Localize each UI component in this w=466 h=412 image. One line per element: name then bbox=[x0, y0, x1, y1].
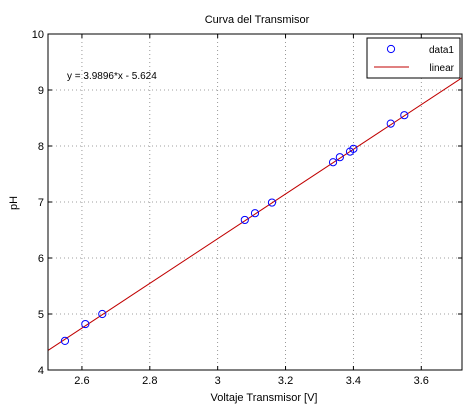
legend-label-data1: data1 bbox=[429, 45, 454, 56]
data-point bbox=[349, 144, 358, 153]
plot-area: 2.6 2.8 3 3.2 3.4 3.6 4 5 6 7 8 9 10 bbox=[32, 29, 463, 387]
x-tick-label: 2.8 bbox=[142, 375, 157, 387]
y-tick-label: 8 bbox=[38, 141, 44, 153]
legend: data1 linear bbox=[366, 37, 461, 79]
data-point bbox=[386, 119, 395, 128]
x-tick-label: 3.4 bbox=[346, 375, 361, 387]
data-point bbox=[328, 158, 338, 167]
data-point bbox=[250, 209, 260, 218]
data-point bbox=[98, 309, 107, 319]
x-tick-label: 3 bbox=[215, 375, 221, 387]
y-tick-label: 6 bbox=[38, 253, 44, 265]
fit-equation-annotation: y = 3.9896*x - 5.624 bbox=[67, 71, 157, 82]
data-point bbox=[60, 336, 70, 345]
y-tick-label: 9 bbox=[38, 85, 44, 97]
x-tick-label: 3.2 bbox=[278, 375, 293, 387]
y-tick-label: 5 bbox=[38, 309, 44, 321]
data-point bbox=[400, 111, 409, 120]
chart-title: Curva del Transmisor bbox=[205, 14, 310, 26]
plot-background bbox=[48, 34, 462, 370]
fit-line-linear bbox=[47, 77, 463, 351]
x-tick-label: 3.6 bbox=[414, 375, 429, 387]
legend-label-linear: linear bbox=[430, 63, 455, 74]
data-point bbox=[240, 215, 249, 225]
data-point bbox=[267, 198, 277, 207]
legend-box bbox=[366, 37, 461, 79]
legend-marker-data1 bbox=[386, 44, 396, 54]
x-tick-label: 2.6 bbox=[74, 375, 89, 387]
y-tick-label: 7 bbox=[38, 197, 44, 209]
data-point bbox=[81, 319, 90, 329]
y-tick-label: 10 bbox=[32, 29, 44, 41]
x-axis-label: Voltaje Transmisor [V] bbox=[211, 392, 318, 404]
y-tick-label: 4 bbox=[38, 365, 44, 377]
data-point bbox=[335, 153, 344, 162]
y-axis-label: pH bbox=[8, 196, 20, 210]
